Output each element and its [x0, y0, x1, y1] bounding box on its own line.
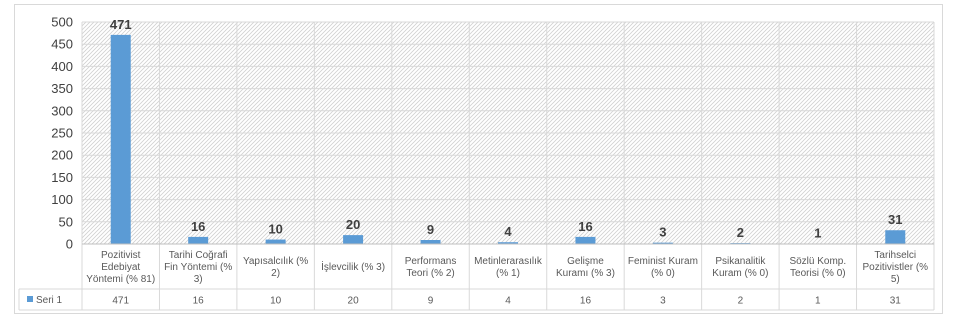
y-tick-label: 200 — [51, 148, 73, 163]
category-label: Metinlerarasılık (% 1) — [474, 256, 543, 279]
chart-frame: 471 16 10 20 9 4 16 3 2 1 31 0 50 100 150 200 250 300 350… — [14, 4, 943, 314]
table-value: 471 — [112, 296, 129, 307]
bar — [343, 235, 363, 244]
category-label: Sözlü Komp. Teorisi (% 0) — [789, 256, 846, 279]
y-tick-label: 350 — [51, 81, 73, 96]
data-label: 9 — [427, 222, 434, 237]
category-label: Pozitivist Edebiyat Yöntemi (% 81) — [86, 250, 155, 285]
y-tick-label: 100 — [51, 192, 73, 207]
category-label: Psikanalitik Kuram (% 0) — [712, 256, 768, 279]
data-label: 4 — [504, 224, 512, 239]
bar — [575, 237, 595, 244]
data-label: 3 — [659, 225, 666, 240]
table-value: 20 — [348, 296, 360, 307]
table-value: 16 — [193, 296, 205, 307]
data-label: 1 — [814, 226, 821, 241]
category-label: Yapısalcılık (% 2) — [243, 256, 308, 279]
table-value: 3 — [660, 296, 666, 307]
legend-label: Seri 1 — [36, 295, 63, 306]
category-label: Gelişme Kuramı (% 3) — [556, 256, 615, 279]
bar — [266, 240, 286, 244]
category-label: İşlevcilik (% 3) — [321, 260, 385, 273]
y-tick-label: 500 — [51, 15, 73, 30]
table-value: 2 — [738, 296, 744, 307]
legend-key — [27, 296, 33, 302]
bar — [188, 237, 208, 244]
table-value: 9 — [428, 296, 434, 307]
data-label: 2 — [737, 225, 744, 240]
data-label: 16 — [578, 219, 592, 234]
data-label: 16 — [191, 219, 205, 234]
category-label: Tarihi Coğrafi Fin Yöntemi (% 3) — [164, 250, 232, 285]
table-value: 16 — [580, 296, 592, 307]
data-label: 20 — [346, 217, 360, 232]
bar — [885, 230, 905, 244]
y-tick-label: 300 — [51, 103, 73, 118]
category-label: Tarihselci Pozitivistler (% 5) — [862, 250, 928, 285]
table-value: 4 — [505, 296, 511, 307]
data-label: 31 — [888, 212, 902, 227]
table-value: 31 — [890, 296, 902, 307]
category-label: Feminist Kuram (% 0) — [628, 256, 698, 279]
y-tick-label: 50 — [59, 214, 73, 229]
y-tick-label: 400 — [51, 59, 73, 74]
bar — [111, 35, 131, 244]
table-value: 10 — [270, 296, 282, 307]
bar — [421, 240, 441, 244]
data-label: 10 — [268, 222, 282, 237]
y-tick-label: 0 — [66, 237, 73, 252]
table-value: 1 — [815, 296, 821, 307]
y-tick-label: 450 — [51, 37, 73, 52]
category-label: Performans Teori (% 2) — [405, 256, 457, 279]
data-label: 471 — [110, 17, 132, 32]
y-tick-label: 250 — [51, 126, 73, 141]
y-tick-label: 150 — [51, 170, 73, 185]
